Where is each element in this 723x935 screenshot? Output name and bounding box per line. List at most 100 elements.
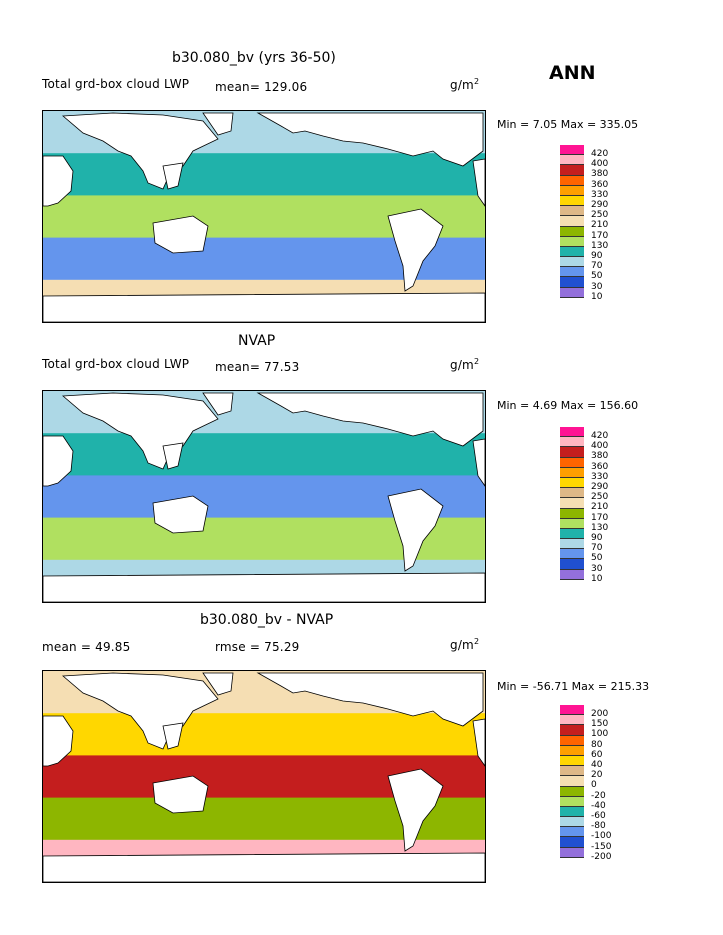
colorbar-tick-label: 210: [591, 220, 609, 231]
colorbar-tick-label: 10: [591, 291, 603, 302]
continent-outline: [202, 672, 234, 696]
colorbar-tick-label: 380: [591, 169, 609, 180]
colorbar-swatch: [560, 508, 584, 519]
colorbar-tick-label: 210: [591, 502, 609, 513]
colorbar-swatch: [560, 745, 584, 756]
continent-outline: [152, 215, 209, 254]
colorbar-tick-label: -80: [591, 821, 606, 832]
variable-label: Total grd-box cloud LWP: [42, 357, 190, 371]
map-graphic: [43, 671, 485, 882]
colorbar-tick-label: 130: [591, 522, 609, 533]
colorbar-swatch: [560, 477, 584, 489]
ocean-band: [43, 433, 485, 477]
colorbar-tick-label: 420: [591, 431, 609, 441]
colorbar-swatch: [560, 766, 584, 777]
colorbar-swatch: [560, 145, 584, 156]
colorbar-tick-label: -100: [591, 831, 612, 842]
rmse-label: rmse = 75.29: [215, 640, 300, 654]
colorbar-tick-label: 360: [591, 461, 609, 472]
colorbar-tick-label: 150: [591, 719, 609, 730]
unit-label: g/m2: [450, 77, 480, 92]
colorbar-tick-label: 30: [591, 281, 603, 292]
minmax-label: Min = 7.05 Max = 335.05: [497, 118, 639, 131]
colorbar-swatch: [560, 467, 584, 478]
colorbar-swatch: [560, 827, 584, 838]
colorbar-tick-label: 20: [591, 770, 603, 781]
continent-outline: [202, 392, 234, 416]
colorbar-tick-label: 250: [591, 492, 609, 503]
continent-outline: [43, 852, 485, 882]
colorbar-swatch: [560, 528, 584, 540]
colorbar-swatch: [560, 226, 584, 237]
colorbar-swatch: [560, 837, 584, 848]
continent-outline: [256, 112, 484, 167]
colorbar-swatch: [560, 287, 584, 298]
colorbar-swatch: [560, 569, 584, 580]
colorbar-swatch: [560, 155, 584, 166]
colorbar-swatch: [560, 165, 584, 176]
colorbar-tick-label: 170: [591, 230, 609, 241]
colorbar-tick-label: 290: [591, 200, 609, 210]
map-panel: [42, 670, 486, 883]
colorbar-swatch: [560, 195, 584, 207]
colorbar-tick-label: -40: [591, 800, 606, 811]
continent-outline: [387, 208, 444, 292]
map-panel: [42, 390, 486, 603]
map-graphic: [43, 111, 485, 322]
colorbar-tick-label: 50: [591, 553, 603, 564]
colorbar-swatch: [560, 267, 584, 278]
colorbar-swatch: [560, 216, 584, 227]
mean-label: mean = 49.85: [42, 640, 131, 654]
colorbar-swatch: [560, 498, 584, 509]
continent-outline: [152, 495, 209, 534]
colorbar-swatch: [560, 175, 584, 186]
colorbar-tick-label: -20: [591, 790, 606, 801]
colorbar-tick-label: 420: [591, 149, 609, 159]
colorbar-swatch: [560, 236, 584, 247]
colorbar-swatch: [560, 549, 584, 560]
colorbar-tick-label: -200: [591, 851, 612, 862]
continent-outline: [202, 112, 234, 136]
colorbar-swatch: [560, 457, 584, 468]
continent-outline: [43, 572, 485, 602]
mean-label: mean= 129.06: [215, 80, 308, 94]
minmax-label: Min = -56.71 Max = 215.33: [497, 680, 650, 693]
colorbar-swatch: [560, 705, 584, 716]
colorbar-swatch: [560, 518, 584, 529]
continent-outline: [387, 768, 444, 852]
panel-title: b30.080_bv - NVAP: [200, 612, 334, 628]
colorbar-swatch: [560, 755, 584, 767]
colorbar-swatch: [560, 257, 584, 268]
continent-outline: [43, 435, 74, 487]
colorbar-swatch: [560, 715, 584, 726]
colorbar-swatch: [560, 488, 584, 499]
colorbar-tick-label: 60: [591, 749, 603, 760]
continent-outline: [472, 438, 485, 487]
continent-outline: [472, 718, 485, 767]
colorbar-tick-label: 10: [591, 573, 603, 584]
colorbar-tick-label: 0: [591, 780, 597, 791]
colorbar: [560, 427, 584, 580]
colorbar-tick-label: 380: [591, 451, 609, 462]
ocean-band: [43, 713, 485, 757]
colorbar-tick-label: -60: [591, 811, 606, 821]
colorbar-tick-label: 90: [591, 533, 603, 543]
colorbar-swatch: [560, 185, 584, 196]
colorbar-swatch: [560, 796, 584, 807]
panel-title: NVAP: [238, 333, 276, 349]
continent-outline: [43, 292, 485, 322]
continent-outline: [472, 158, 485, 207]
continent-outline: [256, 672, 484, 727]
colorbar-swatch: [560, 447, 584, 458]
map-graphic: [43, 391, 485, 602]
minmax-label: Min = 4.69 Max = 156.60: [497, 399, 639, 412]
colorbar-swatch: [560, 277, 584, 288]
unit-label: g/m2: [450, 637, 480, 652]
colorbar-swatch: [560, 246, 584, 258]
continent-outline: [43, 715, 74, 767]
colorbar-swatch: [560, 539, 584, 550]
colorbar-swatch: [560, 427, 584, 438]
colorbar-tick-label: 400: [591, 159, 609, 170]
colorbar-tick-label: 90: [591, 251, 603, 261]
colorbar-swatch: [560, 206, 584, 217]
